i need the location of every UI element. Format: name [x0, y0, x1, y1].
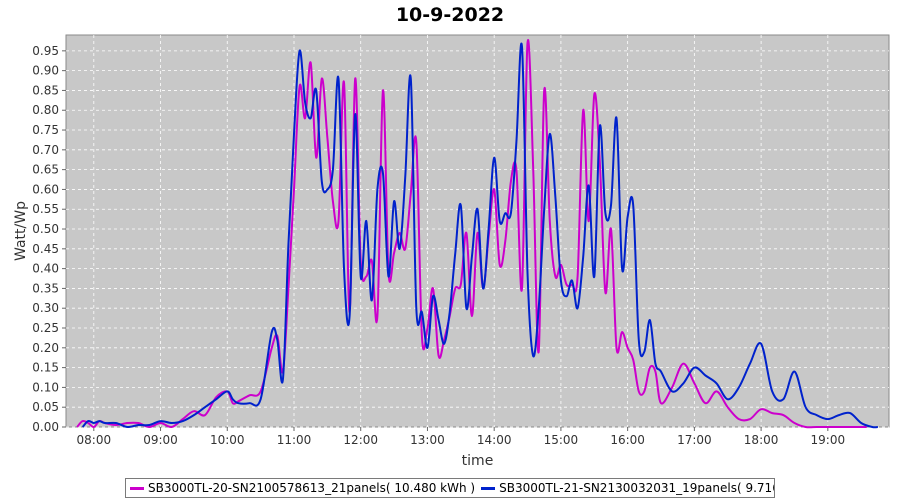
y-tick-label: 0.15: [32, 361, 59, 375]
x-tick-label: 11:00: [277, 433, 312, 447]
y-tick-label: 0.80: [32, 103, 59, 117]
y-tick-label: 0.45: [32, 242, 59, 256]
x-tick-label: 18:00: [744, 433, 779, 447]
y-tick-label: 0.40: [32, 262, 59, 276]
y-tick-label: 0.65: [32, 163, 59, 177]
y-tick-label: 0.05: [32, 400, 59, 414]
y-tick-label: 0.75: [32, 123, 59, 137]
x-axis-label: time: [462, 453, 494, 469]
line-chart: 10-9-2022 0.00 0.05 0.10 0.15 0.20 0.25 0.30 0.3…: [13, 4, 890, 469]
x-tick-label: 15:00: [544, 433, 579, 447]
y-tick-label: 0.25: [32, 321, 59, 335]
x-tick-label: 19:00: [811, 433, 846, 447]
y-tick-label: 0.95: [32, 44, 59, 58]
y-tick-label: 0.50: [32, 222, 59, 236]
x-tick-label: 16:00: [610, 433, 645, 447]
y-tick-label: 0.35: [32, 281, 59, 295]
legend-swatch-series-1: [130, 486, 144, 490]
legend-swatch-series-2: [481, 486, 496, 490]
x-tick-label: 08:00: [77, 433, 112, 447]
legend-item-series-1: SB3000TL-20-SN2100578613_21panels( 10.48…: [130, 481, 475, 495]
legend: SB3000TL-20-SN2100578613_21panels( 10.48…: [125, 478, 775, 498]
y-tick-label: 0.60: [32, 182, 59, 196]
legend-label-series-2: SB3000TL-21-SN2130032031_19panels( 9.716…: [499, 481, 774, 495]
y-tick-label: 0.55: [32, 202, 59, 216]
series-line-1: [76, 39, 867, 429]
y-tick-label: 0.85: [32, 83, 59, 97]
x-tick-label: 17:00: [677, 433, 712, 447]
legend-item-series-2: SB3000TL-21-SN2130032031_19panels( 9.716…: [481, 481, 774, 495]
y-tick-label: 0.10: [32, 380, 59, 394]
y-tick-label: 0.20: [32, 341, 59, 355]
plot-area: [65, 34, 890, 428]
y-tick-label: 0.00: [32, 420, 59, 434]
x-tick-label: 09:00: [143, 433, 178, 447]
x-tick-label: 13:00: [410, 433, 445, 447]
x-tick-label: 14:00: [477, 433, 512, 447]
y-tick-label: 0.30: [32, 301, 59, 315]
y-tick-label: 0.70: [32, 143, 59, 157]
x-tick-label: 12:00: [343, 433, 378, 447]
y-axis-label: Watt/Wp: [13, 201, 29, 261]
series-line-2: [81, 42, 878, 429]
x-tick-label: 10:00: [210, 433, 245, 447]
chart-title: 10-9-2022: [396, 4, 504, 26]
legend-label-series-1: SB3000TL-20-SN2100578613_21panels( 10.48…: [148, 481, 476, 495]
y-tick-label: 0.90: [32, 64, 59, 78]
